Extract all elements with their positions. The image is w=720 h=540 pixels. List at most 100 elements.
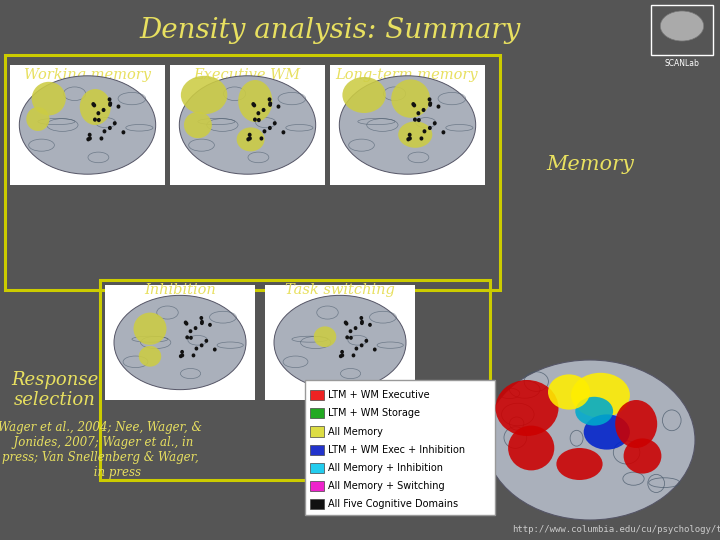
Ellipse shape bbox=[184, 112, 212, 138]
Ellipse shape bbox=[97, 118, 101, 122]
Text: Long-term memory: Long-term memory bbox=[336, 68, 478, 82]
Ellipse shape bbox=[349, 336, 353, 340]
Ellipse shape bbox=[420, 137, 423, 140]
Ellipse shape bbox=[341, 350, 344, 354]
Ellipse shape bbox=[428, 126, 432, 130]
Ellipse shape bbox=[96, 111, 100, 116]
Ellipse shape bbox=[107, 97, 112, 102]
Ellipse shape bbox=[508, 426, 554, 470]
Ellipse shape bbox=[364, 339, 368, 343]
Text: Executive WM: Executive WM bbox=[194, 68, 300, 82]
Text: Density analysis: Summary: Density analysis: Summary bbox=[140, 17, 521, 44]
Ellipse shape bbox=[208, 323, 212, 327]
Ellipse shape bbox=[398, 122, 432, 148]
Ellipse shape bbox=[269, 102, 272, 105]
Ellipse shape bbox=[413, 103, 416, 107]
Ellipse shape bbox=[417, 118, 420, 122]
Ellipse shape bbox=[348, 329, 352, 333]
Ellipse shape bbox=[660, 11, 703, 41]
Bar bbox=[170, 65, 325, 185]
Ellipse shape bbox=[624, 438, 662, 474]
Bar bbox=[310, 444, 324, 455]
Ellipse shape bbox=[114, 295, 246, 390]
Ellipse shape bbox=[495, 380, 559, 436]
Ellipse shape bbox=[108, 102, 112, 105]
Ellipse shape bbox=[416, 111, 420, 116]
Ellipse shape bbox=[615, 400, 657, 448]
Ellipse shape bbox=[257, 118, 261, 122]
Ellipse shape bbox=[436, 104, 441, 109]
Ellipse shape bbox=[19, 76, 156, 174]
Ellipse shape bbox=[200, 321, 204, 325]
Ellipse shape bbox=[341, 353, 344, 357]
Ellipse shape bbox=[339, 354, 343, 358]
Ellipse shape bbox=[108, 126, 112, 130]
Ellipse shape bbox=[263, 129, 266, 133]
Ellipse shape bbox=[181, 353, 184, 357]
Bar bbox=[310, 499, 324, 509]
Ellipse shape bbox=[268, 103, 272, 107]
Ellipse shape bbox=[368, 323, 372, 327]
Ellipse shape bbox=[91, 102, 95, 106]
Ellipse shape bbox=[248, 133, 251, 137]
Bar bbox=[310, 463, 324, 473]
Text: Inhibition: Inhibition bbox=[144, 283, 216, 297]
Ellipse shape bbox=[99, 137, 104, 140]
Text: LTM + WM Executive: LTM + WM Executive bbox=[328, 390, 430, 400]
Ellipse shape bbox=[252, 103, 256, 107]
Bar bbox=[310, 481, 324, 491]
Ellipse shape bbox=[199, 316, 203, 320]
Ellipse shape bbox=[139, 346, 161, 367]
Ellipse shape bbox=[108, 103, 112, 107]
Ellipse shape bbox=[428, 103, 432, 107]
Ellipse shape bbox=[237, 127, 264, 151]
Ellipse shape bbox=[88, 136, 92, 140]
Ellipse shape bbox=[441, 130, 446, 134]
Ellipse shape bbox=[373, 348, 377, 352]
Ellipse shape bbox=[248, 136, 252, 140]
Bar bbox=[305, 380, 495, 515]
Text: LTM + WM Storage: LTM + WM Storage bbox=[328, 408, 420, 418]
Ellipse shape bbox=[261, 108, 266, 112]
Ellipse shape bbox=[433, 121, 436, 125]
Ellipse shape bbox=[282, 130, 285, 134]
Ellipse shape bbox=[406, 137, 410, 141]
Ellipse shape bbox=[408, 133, 412, 137]
Text: All Memory: All Memory bbox=[328, 427, 383, 436]
Ellipse shape bbox=[314, 326, 336, 347]
Ellipse shape bbox=[102, 129, 107, 133]
Bar bbox=[10, 65, 165, 185]
Ellipse shape bbox=[184, 322, 189, 326]
Ellipse shape bbox=[253, 118, 257, 122]
Ellipse shape bbox=[194, 347, 198, 350]
Ellipse shape bbox=[200, 320, 204, 324]
Ellipse shape bbox=[133, 313, 166, 345]
Ellipse shape bbox=[88, 133, 91, 137]
Ellipse shape bbox=[189, 329, 192, 333]
Ellipse shape bbox=[32, 82, 66, 116]
Text: All Memory + Switching: All Memory + Switching bbox=[328, 481, 445, 491]
Bar bbox=[310, 427, 324, 437]
Bar bbox=[330, 65, 485, 185]
Ellipse shape bbox=[428, 97, 431, 102]
Ellipse shape bbox=[192, 353, 195, 357]
Ellipse shape bbox=[80, 89, 111, 125]
Text: All Memory + Inhibition: All Memory + Inhibition bbox=[328, 463, 443, 473]
Ellipse shape bbox=[276, 104, 280, 109]
Text: http://www.columbia.edu/cu/psychology/tor/: http://www.columbia.edu/cu/psychology/to… bbox=[512, 525, 720, 535]
Ellipse shape bbox=[185, 335, 189, 339]
Ellipse shape bbox=[117, 104, 120, 109]
Ellipse shape bbox=[194, 326, 197, 330]
Ellipse shape bbox=[93, 118, 97, 122]
Text: Wager et al., 2004; Nee, Wager, &
  Jonides, 2007; Wager et al., in
press; Van S: Wager et al., 2004; Nee, Wager, & Jonide… bbox=[0, 421, 202, 479]
Ellipse shape bbox=[179, 354, 183, 358]
Ellipse shape bbox=[181, 76, 228, 114]
Ellipse shape bbox=[584, 414, 630, 450]
Ellipse shape bbox=[268, 126, 271, 130]
Ellipse shape bbox=[354, 326, 357, 330]
Ellipse shape bbox=[411, 102, 415, 106]
Ellipse shape bbox=[359, 316, 363, 320]
Ellipse shape bbox=[268, 97, 271, 102]
Bar bbox=[310, 390, 324, 400]
Ellipse shape bbox=[360, 343, 364, 347]
